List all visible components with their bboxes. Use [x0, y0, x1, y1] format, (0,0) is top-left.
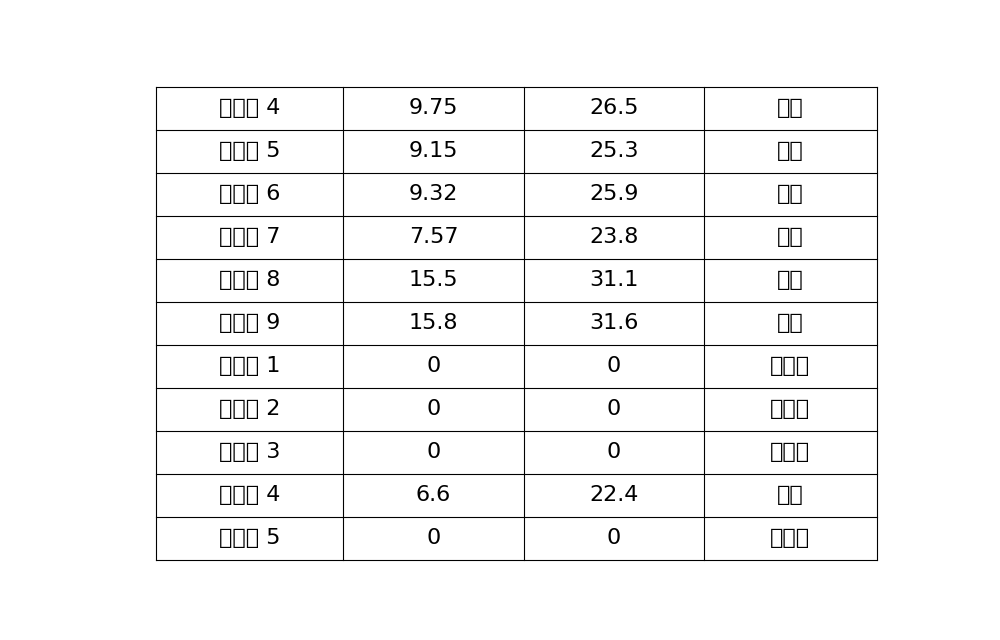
Text: 实施例 8: 实施例 8 [219, 270, 280, 290]
Text: 31.1: 31.1 [589, 270, 638, 290]
Text: 22.4: 22.4 [589, 485, 638, 505]
Text: 对比例 1: 对比例 1 [219, 356, 280, 376]
Text: 实施例 5: 实施例 5 [219, 141, 280, 161]
Text: 0: 0 [426, 528, 441, 548]
Text: 对比例 3: 对比例 3 [219, 442, 280, 462]
Text: 出现: 出现 [777, 98, 804, 118]
Text: 实施例 9: 实施例 9 [219, 313, 280, 333]
Text: 未出现: 未出现 [770, 528, 810, 548]
Text: 0: 0 [426, 356, 441, 376]
Text: 对比例 2: 对比例 2 [219, 399, 280, 419]
Text: 0: 0 [607, 528, 621, 548]
Text: 出现: 出现 [777, 313, 804, 333]
Text: 0: 0 [607, 442, 621, 462]
Text: 未出现: 未出现 [770, 442, 810, 462]
Text: 未出现: 未出现 [770, 356, 810, 376]
Text: 出现: 出现 [777, 141, 804, 161]
Text: 15.8: 15.8 [409, 313, 458, 333]
Text: 0: 0 [426, 442, 441, 462]
Text: 9.32: 9.32 [409, 184, 458, 204]
Text: 对比例 4: 对比例 4 [219, 485, 280, 505]
Text: 0: 0 [426, 399, 441, 419]
Text: 出现: 出现 [777, 184, 804, 204]
Text: 23.8: 23.8 [589, 227, 638, 247]
Text: 对比例 5: 对比例 5 [219, 528, 280, 548]
Text: 实施例 4: 实施例 4 [219, 98, 280, 118]
Text: 15.5: 15.5 [409, 270, 458, 290]
Text: 出现: 出现 [777, 227, 804, 247]
Text: 25.9: 25.9 [589, 184, 638, 204]
Text: 实施例 7: 实施例 7 [219, 227, 280, 247]
Text: 31.6: 31.6 [589, 313, 638, 333]
Text: 25.3: 25.3 [589, 141, 638, 161]
Text: 0: 0 [607, 356, 621, 376]
Text: 出现: 出现 [777, 485, 804, 505]
Text: 6.6: 6.6 [416, 485, 451, 505]
Text: 出现: 出现 [777, 270, 804, 290]
Text: 未出现: 未出现 [770, 399, 810, 419]
Text: 0: 0 [607, 399, 621, 419]
Text: 26.5: 26.5 [589, 98, 638, 118]
Text: 实施例 6: 实施例 6 [219, 184, 280, 204]
Text: 9.75: 9.75 [409, 98, 458, 118]
Text: 7.57: 7.57 [409, 227, 458, 247]
Text: 9.15: 9.15 [409, 141, 458, 161]
